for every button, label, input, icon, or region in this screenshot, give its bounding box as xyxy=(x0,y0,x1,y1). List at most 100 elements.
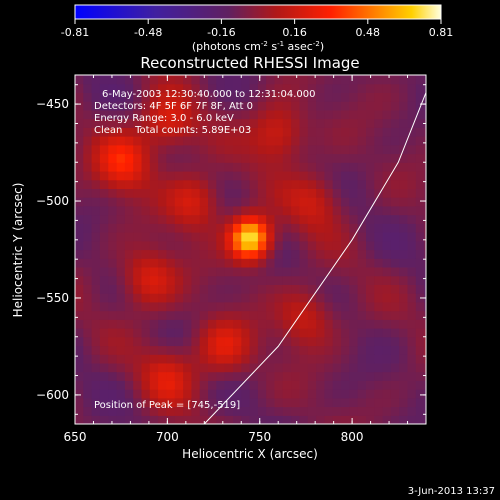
heatmap-cell xyxy=(324,127,334,137)
heatmap-cell xyxy=(149,240,159,251)
heatmap-cell xyxy=(307,354,317,364)
heatmap-cell xyxy=(133,415,143,424)
heatmap-cell xyxy=(99,328,109,338)
heatmap-cell xyxy=(357,310,367,320)
heatmap-cell xyxy=(349,197,359,207)
heatmap-cell xyxy=(199,310,209,320)
heatmap-cell xyxy=(199,389,209,399)
heatmap-cell xyxy=(307,301,317,312)
heatmap-cell xyxy=(91,293,101,303)
heatmap-cell xyxy=(332,144,342,155)
heatmap-cell xyxy=(282,153,292,163)
heatmap-cell xyxy=(199,275,209,285)
heatmap-cell xyxy=(241,397,251,408)
heatmap-cell xyxy=(274,232,284,242)
heatmap-cell xyxy=(241,415,251,424)
heatmap-cell xyxy=(233,397,242,408)
heatmap-cell xyxy=(374,109,384,120)
heatmap-cell xyxy=(366,188,375,198)
heatmap-cell xyxy=(399,345,409,355)
heatmap-cell xyxy=(341,406,350,416)
heatmap-cell xyxy=(407,258,417,268)
heatmap-cell xyxy=(141,258,151,268)
heatmap-cell xyxy=(91,397,101,408)
heatmap-cell xyxy=(191,258,201,268)
heatmap-cell xyxy=(174,328,184,338)
heatmap-cell xyxy=(374,415,384,424)
heatmap-cell xyxy=(415,153,425,163)
heatmap-cell xyxy=(141,249,151,259)
heatmap-cell xyxy=(233,240,242,251)
heatmap-cell xyxy=(224,397,234,408)
heatmap-cell xyxy=(390,223,400,233)
heatmap-cell xyxy=(424,144,426,155)
heatmap-cell xyxy=(133,249,143,259)
heatmap-cell xyxy=(241,127,251,137)
heatmap-cell xyxy=(83,336,93,347)
heatmap-cell xyxy=(216,406,226,416)
heatmap-cell xyxy=(274,162,284,172)
heatmap-cell xyxy=(75,232,84,242)
heatmap-cell xyxy=(108,345,118,355)
heatmap-cell xyxy=(216,83,226,93)
heatmap-cell xyxy=(415,267,425,277)
heatmap-cell xyxy=(316,258,325,268)
heatmap-cell xyxy=(299,258,309,268)
heatmap-cell xyxy=(158,118,167,128)
heatmap-cell xyxy=(415,336,425,347)
heatmap-cell xyxy=(407,345,417,355)
heatmap-cell xyxy=(332,171,342,181)
heatmap-cell xyxy=(224,101,234,111)
heatmap-cell xyxy=(299,162,309,172)
heatmap-cell xyxy=(307,223,317,233)
heatmap-cell xyxy=(374,354,384,364)
heatmap-cell xyxy=(191,284,201,294)
heatmap-cell xyxy=(149,293,159,303)
heatmap-cell xyxy=(316,144,325,155)
heatmap-cell xyxy=(249,319,259,329)
heatmap-cell xyxy=(424,75,426,85)
heatmap-cell xyxy=(307,118,317,128)
heatmap-cell xyxy=(75,118,84,128)
heatmap-cell xyxy=(208,153,217,163)
heatmap-cell xyxy=(374,83,384,93)
heatmap-cell xyxy=(149,319,159,329)
heatmap-cell xyxy=(266,171,276,181)
heatmap-cell xyxy=(282,171,292,181)
heatmap-cell xyxy=(349,205,359,216)
heatmap-cell xyxy=(299,214,309,224)
heatmap-cell xyxy=(316,380,325,390)
heatmap-cell xyxy=(415,240,425,251)
heatmap-cell xyxy=(149,258,159,268)
heatmap-cell xyxy=(208,319,217,329)
heatmap-cell xyxy=(366,406,375,416)
heatmap-cell xyxy=(133,162,143,172)
heatmap-cell xyxy=(349,101,359,111)
heatmap-cell xyxy=(266,345,276,355)
heatmap-cell xyxy=(257,267,267,277)
heatmap-cell xyxy=(108,197,118,207)
heatmap-cell xyxy=(133,144,143,155)
heatmap-cell xyxy=(108,371,118,381)
heatmap-cell xyxy=(158,328,167,338)
heatmap-cell xyxy=(191,301,201,312)
heatmap-cell xyxy=(91,144,101,155)
heatmap-cell xyxy=(83,162,93,172)
heatmap-cell xyxy=(91,267,101,277)
heatmap-cell xyxy=(399,293,409,303)
heatmap-cell xyxy=(316,249,325,259)
heatmap-cell xyxy=(382,92,392,102)
heatmap-cell xyxy=(158,249,167,259)
heatmap-cell xyxy=(199,136,209,146)
heatmap-cell xyxy=(208,267,217,277)
heatmap-cell xyxy=(208,293,217,303)
heatmap-cell xyxy=(399,371,409,381)
heatmap-cell xyxy=(99,362,109,373)
heatmap-cell xyxy=(374,127,384,137)
heatmap-cell xyxy=(374,92,384,102)
heatmap-cell xyxy=(324,136,334,146)
heatmap-cell xyxy=(183,275,192,285)
heatmap-cell xyxy=(99,83,109,93)
heatmap-cell xyxy=(141,362,151,373)
